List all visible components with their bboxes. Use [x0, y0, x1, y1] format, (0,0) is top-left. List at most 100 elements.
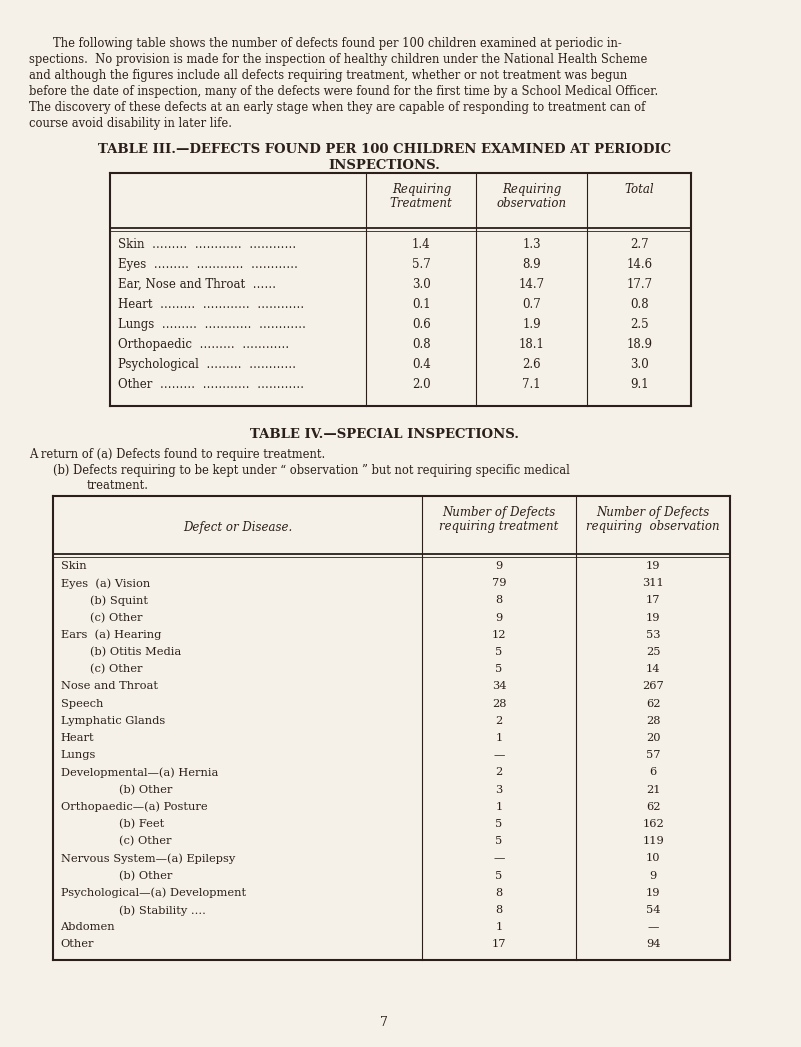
Text: 10: 10	[646, 853, 660, 864]
Text: Lungs  ………  …………  …………: Lungs ……… ………… …………	[118, 318, 306, 331]
Text: 162: 162	[642, 819, 664, 829]
Text: 119: 119	[642, 837, 664, 846]
Text: 267: 267	[642, 682, 664, 691]
Text: Orthopaedic  ………  …………: Orthopaedic ……… …………	[118, 338, 289, 351]
Text: (b) Other: (b) Other	[61, 784, 172, 795]
Text: 2: 2	[495, 716, 503, 726]
Text: Heart  ………  …………  …………: Heart ……… ………… …………	[118, 298, 304, 311]
Text: 20: 20	[646, 733, 660, 743]
Text: 0.4: 0.4	[412, 358, 431, 371]
Text: 14.7: 14.7	[518, 279, 545, 291]
Text: 25: 25	[646, 647, 660, 658]
Text: 0.8: 0.8	[412, 338, 431, 351]
Text: (c) Other: (c) Other	[61, 612, 142, 623]
Text: (b) Defects requiring to be kept under “ observation ” but not requiring specifi: (b) Defects requiring to be kept under “…	[53, 464, 570, 477]
Text: 53: 53	[646, 630, 660, 640]
Text: Number of Defects: Number of Defects	[442, 506, 556, 519]
Text: (c) Other: (c) Other	[61, 664, 142, 674]
Text: (b) Squint: (b) Squint	[61, 596, 147, 606]
Text: 2.0: 2.0	[412, 378, 431, 391]
Text: Treatment: Treatment	[390, 197, 453, 210]
Text: The following table shows the number of defects found per 100 children examined : The following table shows the number of …	[53, 37, 622, 50]
Text: Other: Other	[61, 939, 94, 950]
Text: 1: 1	[495, 802, 503, 811]
Text: and although the figures include all defects requiring treatment, whether or not: and although the figures include all def…	[29, 69, 627, 82]
Text: Total: Total	[624, 183, 654, 196]
Text: 18.9: 18.9	[626, 338, 652, 351]
Text: 62: 62	[646, 802, 660, 811]
Text: 5.7: 5.7	[412, 258, 431, 271]
Text: 5: 5	[495, 871, 503, 881]
Text: (b) Stability ….: (b) Stability ….	[61, 905, 205, 915]
Text: TABLE III.—DEFECTS FOUND PER 100 CHILDREN EXAMINED AT PERIODIC: TABLE III.—DEFECTS FOUND PER 100 CHILDRE…	[98, 143, 670, 156]
Text: TABLE IV.—SPECIAL INSPECTIONS.: TABLE IV.—SPECIAL INSPECTIONS.	[250, 428, 519, 441]
Text: 14: 14	[646, 664, 660, 674]
Text: 2.5: 2.5	[630, 318, 649, 331]
Text: 8: 8	[495, 905, 503, 915]
Text: 17.7: 17.7	[626, 279, 652, 291]
Text: Nervous System—(a) Epilepsy: Nervous System—(a) Epilepsy	[61, 853, 235, 864]
Text: Eyes  (a) Vision: Eyes (a) Vision	[61, 578, 150, 588]
Text: course avoid disability in later life.: course avoid disability in later life.	[29, 117, 231, 130]
Text: 9.1: 9.1	[630, 378, 649, 391]
Text: 7: 7	[380, 1016, 388, 1029]
Text: 14.6: 14.6	[626, 258, 652, 271]
Text: 12: 12	[492, 630, 506, 640]
Text: INSPECTIONS.: INSPECTIONS.	[328, 159, 440, 172]
Text: 28: 28	[646, 716, 660, 726]
Text: Requiring: Requiring	[392, 183, 451, 196]
Text: 2: 2	[495, 767, 503, 778]
Text: 2.6: 2.6	[522, 358, 541, 371]
Text: Psychological  ………  …………: Psychological ……… …………	[118, 358, 296, 371]
Text: Skin  ………  …………  …………: Skin ……… ………… …………	[118, 238, 296, 251]
Text: 0.1: 0.1	[412, 298, 431, 311]
Text: Psychological—(a) Development: Psychological—(a) Development	[61, 888, 246, 898]
Text: 19: 19	[646, 888, 660, 897]
Text: 62: 62	[646, 698, 660, 709]
Text: 9: 9	[495, 612, 503, 623]
Text: Defect or Disease.: Defect or Disease.	[183, 521, 292, 534]
Text: 8: 8	[495, 596, 503, 605]
Text: 28: 28	[492, 698, 506, 709]
Text: 7.1: 7.1	[522, 378, 541, 391]
Text: (b) Other: (b) Other	[61, 871, 172, 881]
Text: 19: 19	[646, 612, 660, 623]
Text: 1.3: 1.3	[522, 238, 541, 251]
Text: 94: 94	[646, 939, 660, 950]
Text: Eyes  ………  …………  …………: Eyes ……… ………… …………	[118, 258, 298, 271]
Text: —: —	[647, 922, 658, 932]
Text: Skin: Skin	[61, 561, 87, 571]
Text: Abdomen: Abdomen	[61, 922, 115, 932]
Text: Number of Defects: Number of Defects	[597, 506, 710, 519]
Text: Developmental—(a) Hernia: Developmental—(a) Hernia	[61, 767, 218, 778]
Text: treatment.: treatment.	[87, 478, 148, 492]
Text: Lungs: Lungs	[61, 751, 96, 760]
Text: 0.7: 0.7	[522, 298, 541, 311]
Text: 1.9: 1.9	[522, 318, 541, 331]
Text: (b) Feet: (b) Feet	[61, 819, 163, 829]
Text: 17: 17	[646, 596, 660, 605]
Text: 5: 5	[495, 664, 503, 674]
Text: 3.0: 3.0	[630, 358, 649, 371]
Text: 1.4: 1.4	[412, 238, 431, 251]
Text: The discovery of these defects at an early stage when they are capable of respon: The discovery of these defects at an ear…	[29, 101, 645, 114]
Text: 1: 1	[495, 733, 503, 743]
Text: 8: 8	[495, 888, 503, 897]
Text: before the date of inspection, many of the defects were found for the first time: before the date of inspection, many of t…	[29, 85, 658, 98]
Text: 18.1: 18.1	[519, 338, 545, 351]
Text: —: —	[493, 853, 505, 864]
Text: Heart: Heart	[61, 733, 95, 743]
Text: 2.7: 2.7	[630, 238, 649, 251]
Text: observation: observation	[497, 197, 567, 210]
Text: Orthopaedic—(a) Posture: Orthopaedic—(a) Posture	[61, 802, 207, 812]
Text: 9: 9	[650, 871, 657, 881]
Text: 1: 1	[495, 922, 503, 932]
Text: (b) Otitis Media: (b) Otitis Media	[61, 647, 181, 658]
Text: 5: 5	[495, 837, 503, 846]
Text: 9: 9	[495, 561, 503, 571]
Text: requiring  observation: requiring observation	[586, 520, 720, 533]
Text: spections.  No provision is made for the inspection of healthy children under th: spections. No provision is made for the …	[29, 53, 647, 66]
Text: Other  ………  …………  …………: Other ……… ………… …………	[118, 378, 304, 391]
Text: 17: 17	[492, 939, 506, 950]
Text: 3: 3	[495, 784, 503, 795]
